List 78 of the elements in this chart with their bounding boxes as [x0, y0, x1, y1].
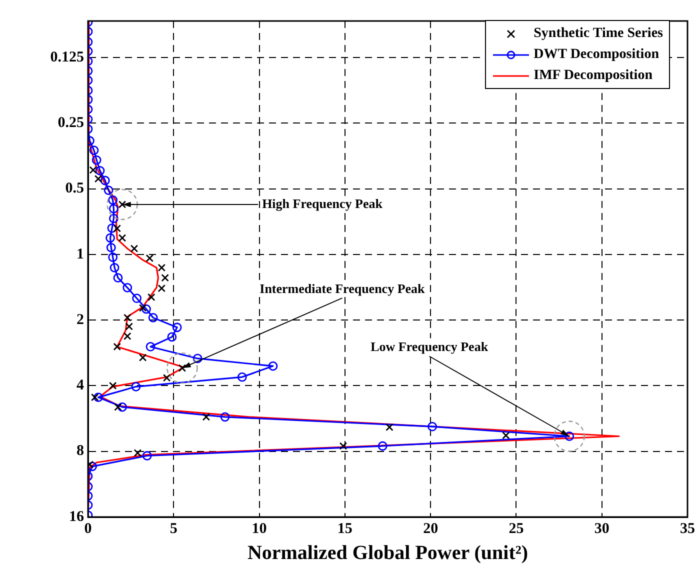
y-tick-label: 0.5	[65, 180, 84, 197]
point	[148, 312, 158, 322]
x-tick-label: 0	[84, 520, 92, 537]
point	[161, 274, 169, 282]
x-tick-label: 20	[423, 520, 438, 537]
point	[147, 293, 156, 302]
x-tick-label: 35	[680, 520, 695, 537]
y-tick-label: 16	[69, 508, 84, 525]
point	[108, 252, 118, 262]
point	[158, 264, 166, 272]
point	[89, 146, 99, 156]
point	[502, 432, 510, 440]
point	[108, 214, 118, 224]
point	[122, 282, 132, 292]
point	[220, 412, 230, 422]
legend-label: IMF Decomposition	[534, 68, 652, 84]
point	[131, 382, 141, 392]
y-tick-label: 1	[76, 246, 84, 262]
x-tick-label: 15	[337, 520, 352, 537]
point	[104, 186, 114, 196]
point	[130, 244, 138, 252]
annotation: Low Frequency Peak	[370, 339, 489, 354]
point	[110, 262, 120, 272]
point	[142, 451, 152, 460]
point	[202, 413, 210, 421]
point	[94, 392, 103, 402]
y-tick-label: 0.25	[58, 115, 84, 132]
point	[100, 176, 110, 186]
point	[113, 273, 123, 283]
point	[428, 422, 437, 432]
point	[118, 402, 127, 412]
point	[134, 449, 142, 457]
point	[138, 354, 147, 362]
point	[138, 304, 147, 312]
point	[268, 361, 278, 371]
point	[113, 342, 121, 351]
point	[118, 234, 126, 242]
point	[378, 441, 388, 451]
point	[107, 224, 117, 233]
point	[113, 224, 121, 232]
point	[162, 374, 171, 382]
point	[108, 195, 118, 205]
point	[90, 393, 99, 402]
point	[146, 342, 156, 352]
x-tick-label: 10	[252, 520, 267, 537]
y-tick-label: 4	[76, 378, 84, 394]
point	[339, 442, 348, 450]
legend-label: DWT Decomposition	[534, 46, 659, 62]
point	[124, 332, 132, 340]
x-tick-label: 30	[594, 520, 610, 537]
point	[95, 166, 105, 176]
point	[106, 242, 116, 252]
point	[106, 233, 115, 243]
point	[108, 204, 118, 214]
point	[142, 304, 151, 314]
y-tick-label: 8	[76, 443, 84, 460]
point	[172, 322, 182, 332]
annotation: Intermediate Frequency Peak	[260, 280, 426, 296]
point	[237, 372, 247, 382]
y-tick-label: 2	[76, 312, 84, 328]
annotation: High Frequency Peak	[262, 196, 384, 211]
point	[167, 332, 177, 342]
point	[114, 403, 122, 411]
legend-label: Synthetic Time Series	[534, 26, 663, 42]
point	[108, 382, 117, 390]
point	[92, 155, 102, 165]
x-tick-label: 25	[508, 520, 524, 537]
point	[132, 294, 142, 304]
y-tick-label: 0.125	[50, 49, 84, 66]
point	[88, 462, 97, 472]
point	[146, 254, 154, 262]
point	[158, 284, 166, 292]
point	[386, 423, 394, 432]
point	[94, 174, 102, 183]
x-axis-title: Normalized Global Power (unit²)	[247, 542, 528, 564]
point	[192, 354, 202, 364]
point	[89, 166, 98, 174]
x-tick-label: 5	[170, 520, 178, 537]
